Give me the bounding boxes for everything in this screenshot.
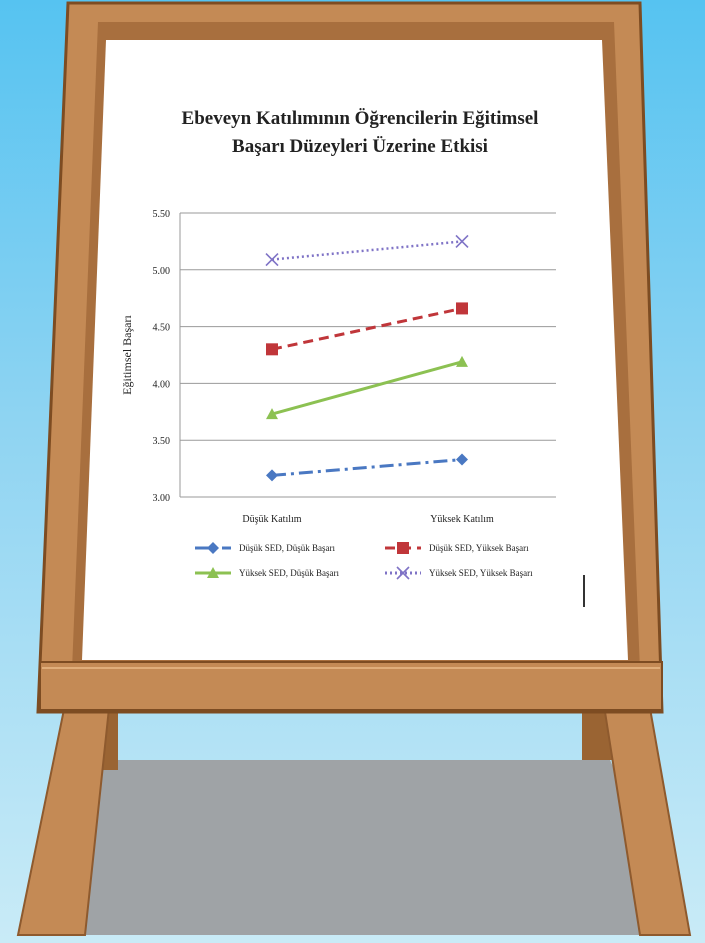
- chart-title-line1: Ebeveyn Katılımının Öğrencilerin Eğitims…: [182, 108, 539, 129]
- series-line-1: [271, 306, 463, 351]
- series-1-point-1: [456, 302, 468, 315]
- y-tick-label-4: 5.00: [153, 266, 171, 277]
- chart-board: [82, 40, 628, 660]
- legend: Düşük SED, Düşük Başarı Düşük SED, Yüksek…: [195, 542, 533, 580]
- series-line-0: [271, 458, 463, 477]
- chart-title-line2: Başarı Düzeyleri Üzerine Etkisi: [232, 136, 488, 157]
- x-tick-label-1: Yüksek Katılım: [430, 514, 494, 525]
- legend-marker-0: [207, 542, 219, 554]
- x-tick-label-0: Düşük Katılım: [242, 514, 301, 525]
- y-tick-labels: 3.00 3.50 4.00 4.50 5.00 5.50: [153, 209, 171, 504]
- legend-marker-3: [396, 566, 410, 580]
- legend-label-2: Yüksek SED, Düşük Başarı: [239, 568, 339, 578]
- series-3-point-0: [265, 253, 279, 267]
- series-1-point-0: [266, 343, 278, 356]
- x-tick-labels: Düşük Katılım Yüksek Katılım: [242, 514, 494, 525]
- gridlines: [179, 212, 556, 498]
- series-2-point-0: [266, 408, 278, 420]
- y-axis-label: Eğitimsel Başarı: [120, 315, 134, 395]
- easel-crossbar: [39, 661, 663, 711]
- series-line-2: [271, 360, 463, 416]
- y-tick-label-5: 5.50: [153, 209, 171, 220]
- series-line-3: [271, 240, 463, 261]
- legend-label-3: Yüksek SED, Yüksek Başarı: [429, 568, 533, 578]
- y-tick-label-1: 3.50: [153, 436, 171, 447]
- series-0-point-1: [456, 453, 468, 466]
- series-3-point-1: [455, 234, 469, 248]
- y-tick-label-2: 4.00: [153, 379, 171, 390]
- line-chart: Ebeveyn Katılımının Öğrencilerin Eğitims…: [120, 108, 556, 580]
- easel-shadow: [60, 760, 690, 935]
- legend-label-1: Düşük SED, Yüksek Başarı: [429, 543, 529, 553]
- legend-label-0: Düşük SED, Düşük Başarı: [239, 543, 335, 553]
- series-2-point-1: [456, 355, 468, 367]
- series-lines: [265, 234, 469, 482]
- legend-marker-1: [397, 542, 409, 554]
- y-tick-label-3: 4.50: [153, 323, 171, 334]
- series-0-point-0: [266, 469, 278, 482]
- legend-marker-2: [207, 567, 219, 578]
- y-tick-label-0: 3.00: [153, 493, 171, 504]
